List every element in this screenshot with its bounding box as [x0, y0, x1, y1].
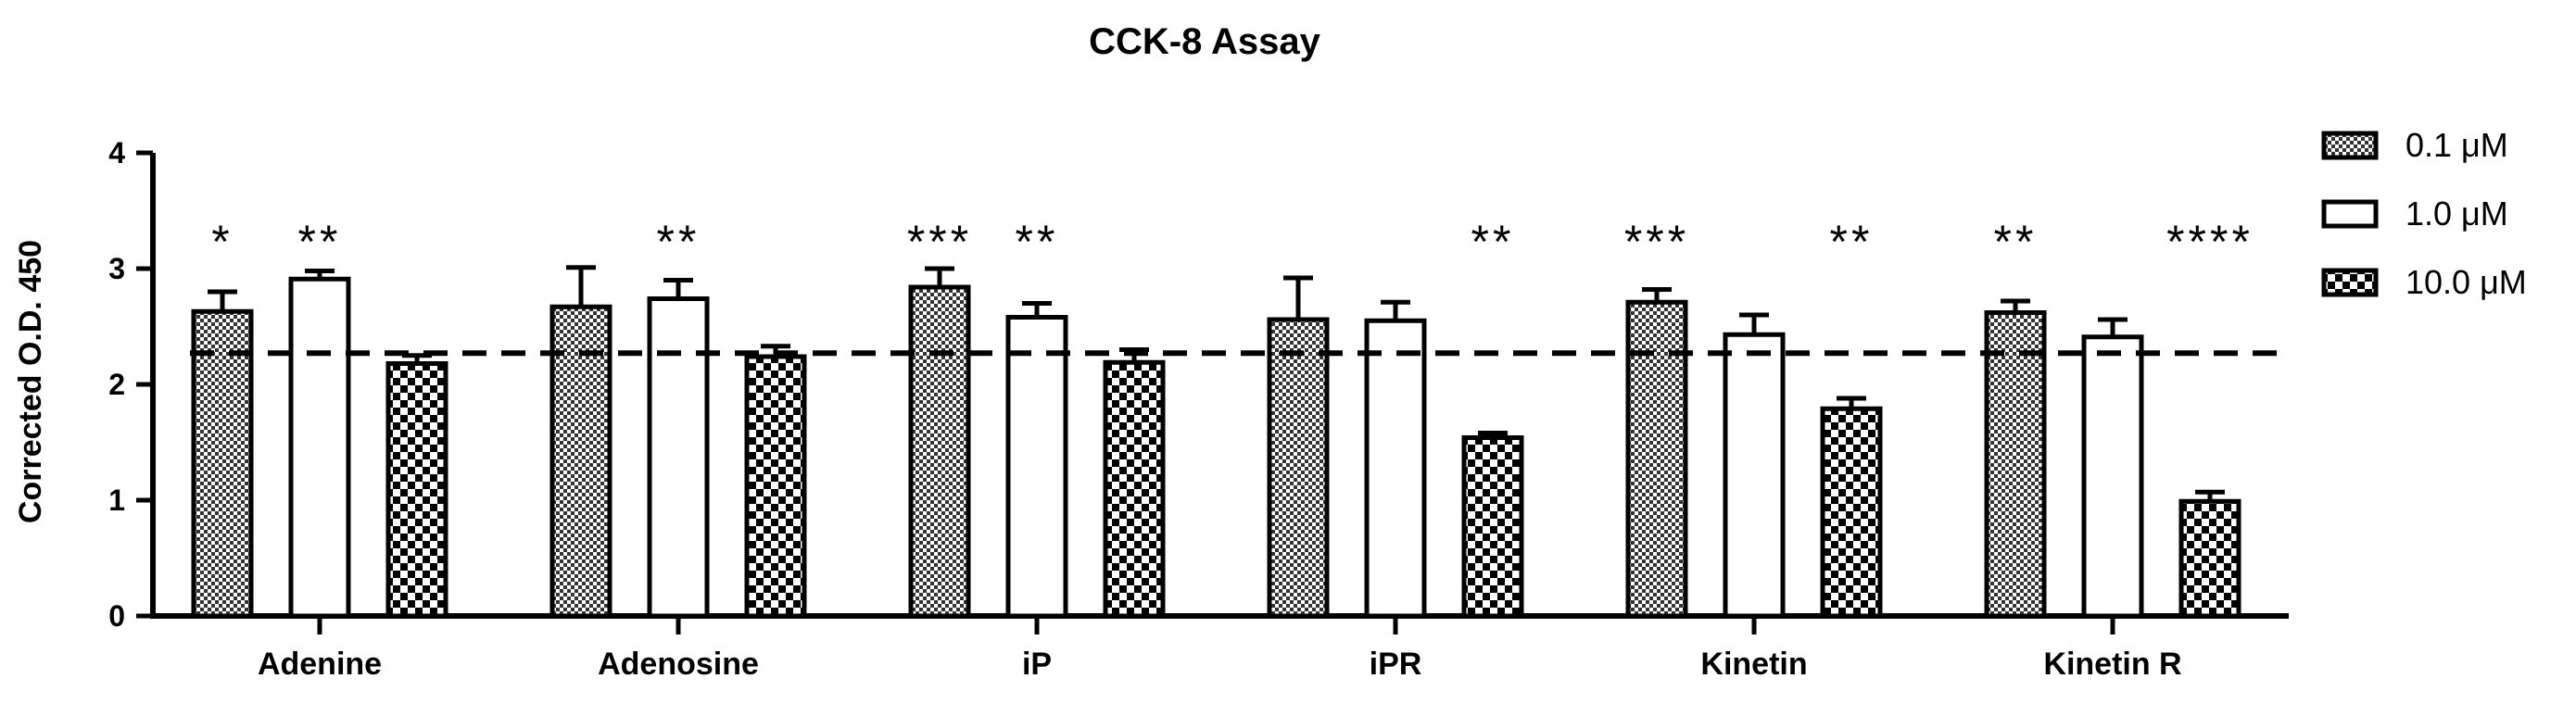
bar [744, 354, 807, 619]
y-tick-label: 0 [108, 599, 125, 633]
bar [1984, 310, 2047, 619]
legend-swatch [2321, 199, 2379, 229]
significance-label: ** [1471, 216, 1515, 268]
y-tick-label: 4 [108, 136, 125, 170]
bar [1820, 406, 1883, 619]
bar [1103, 359, 1166, 619]
x-category-label: iP [1022, 647, 1052, 682]
bar [1267, 317, 1330, 619]
legend-label: 1.0 μM [2406, 195, 2508, 232]
significance-label: * [211, 216, 233, 268]
legend-swatch [2321, 131, 2379, 160]
bar [908, 284, 971, 619]
y-tick-label: 1 [108, 484, 125, 517]
bar [385, 361, 448, 619]
significance-label: ** [1994, 216, 2038, 268]
legend-label: 10.0 μM [2406, 263, 2527, 301]
bar [1364, 318, 1427, 619]
x-category-label: Kinetin [1700, 647, 1807, 682]
bar [2178, 498, 2241, 619]
significance-label: ** [657, 216, 701, 268]
bar [549, 304, 612, 619]
y-axis-label: Corrected O.D. 450 [13, 240, 48, 523]
x-category-label: iPR [1370, 647, 1422, 682]
significance-label: ** [1016, 216, 1059, 268]
bar [1723, 332, 1786, 619]
bar [647, 296, 710, 619]
chart-title: CCK-8 Assay [1089, 21, 1320, 62]
bar [288, 276, 351, 619]
legend-label: 0.1 μM [2406, 126, 2508, 164]
x-category-label: Kinetin R [2043, 647, 2181, 682]
significance-label: ** [1830, 216, 1874, 268]
significance-label: **** [2166, 216, 2254, 268]
bar [1461, 435, 1524, 619]
significance-label: *** [1624, 216, 1689, 268]
bar [2081, 334, 2144, 619]
bar [1005, 315, 1068, 619]
x-category-label: Adenosine [598, 647, 759, 682]
x-category-label: Adenine [258, 647, 382, 682]
bar [1625, 299, 1688, 619]
legend-swatch [2321, 268, 2379, 297]
y-tick-label: 2 [108, 368, 125, 401]
significance-label: ** [298, 216, 342, 268]
significance-label: *** [907, 216, 972, 268]
y-tick-label: 3 [108, 252, 125, 285]
bar [191, 308, 254, 619]
